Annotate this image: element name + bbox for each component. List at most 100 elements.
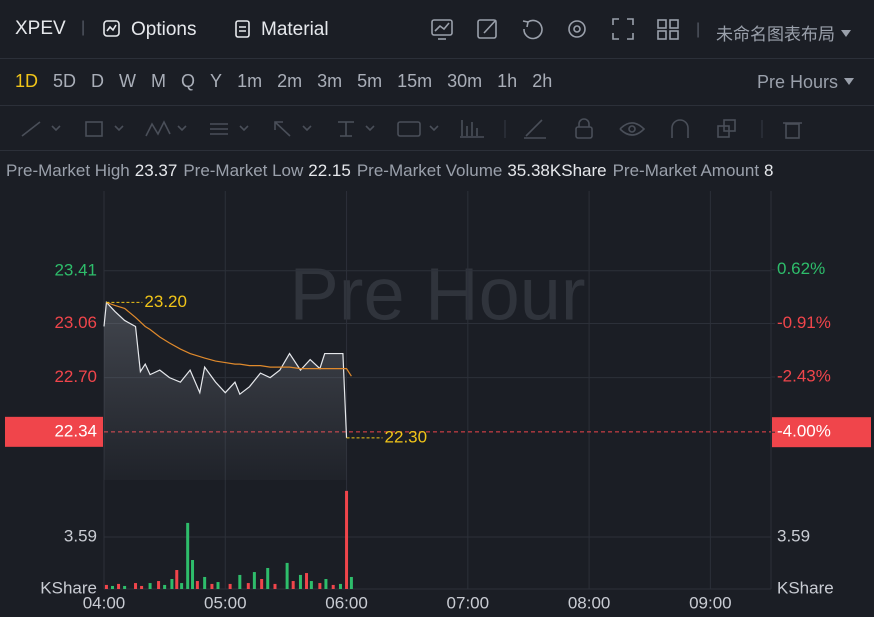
volume-tick-label: 3.59 (64, 526, 97, 545)
annotation-label: 23.20 (144, 292, 187, 311)
volume-bar (104, 584, 108, 589)
volume-bar (210, 583, 214, 589)
fib-tool[interactable] (210, 123, 249, 135)
symbol[interactable]: XPEV (15, 18, 66, 39)
timeframe[interactable]: 3m (317, 71, 343, 91)
annotation-label: 22.30 (385, 427, 428, 446)
delete-tool[interactable] (783, 122, 802, 139)
stat-value: 35.38KShare (507, 161, 607, 180)
y2-tick-label: 0.62% (777, 259, 825, 278)
eye-tool[interactable] (619, 122, 646, 136)
session-menu[interactable]: Pre Hours (757, 72, 855, 93)
volume-tick-label: KShare (40, 578, 97, 597)
x-tick-label: 09:00 (689, 593, 732, 612)
volume-bar (349, 576, 353, 589)
text-tool[interactable] (397, 121, 439, 137)
y-tick-label: 22.70 (54, 367, 97, 386)
rect-tool[interactable] (85, 121, 124, 137)
volume-bar (266, 567, 270, 589)
timeframe[interactable]: 2m (277, 71, 303, 91)
measure-tool[interactable] (338, 121, 375, 137)
volume-bar (110, 585, 114, 589)
stat-value: 22.15 (308, 161, 351, 180)
volume-bar (203, 576, 207, 589)
timeframes: 1D 5D D W M Q Y 1m 2m 3m 5m 15m 30m 1h 2h (15, 71, 552, 92)
caret (841, 30, 851, 37)
price-line (103, 301, 348, 438)
volume-bar (186, 522, 190, 589)
options-icon (103, 20, 120, 37)
x-tick-label: 04:00 (83, 593, 126, 612)
volume-bar (216, 582, 220, 589)
watermark: Pre Hour (289, 253, 585, 336)
y2-tick-label: -4.00% (777, 422, 831, 441)
timeframe[interactable]: 5D (53, 71, 77, 91)
volume-bar (195, 581, 199, 589)
pattern-tool[interactable] (145, 120, 187, 137)
timeframe[interactable]: D (91, 71, 105, 91)
layout-menu[interactable]: 未命名图表布局 (716, 20, 851, 45)
volume-bar (191, 560, 195, 589)
volume-bar (273, 583, 277, 589)
volume-bar (123, 585, 127, 589)
magnet-tool[interactable] (671, 119, 689, 138)
timeframe[interactable]: 1D (15, 71, 39, 91)
layout-name: 未命名图表布局 (716, 25, 835, 44)
options-button[interactable]: Options (131, 19, 197, 40)
arrow-tool[interactable] (274, 121, 312, 137)
price-tag (5, 416, 103, 447)
timeframe[interactable]: 15m (397, 71, 433, 91)
timeframe[interactable]: 5m (357, 71, 383, 91)
price-area (104, 302, 347, 480)
volume-bar (246, 583, 250, 589)
x-tick-label: 06:00 (325, 593, 368, 612)
material-button[interactable]: Material (261, 19, 329, 40)
separator: | (81, 19, 86, 36)
timeframe[interactable]: Y (210, 71, 223, 91)
session: Pre Hours (757, 72, 839, 92)
volume-bar (163, 584, 167, 589)
stat-label: Pre-Market Amount (612, 161, 760, 180)
brush-tool[interactable] (524, 119, 546, 139)
bars-tool[interactable] (460, 120, 484, 138)
separator: | (696, 21, 701, 38)
stats: Pre-Market High 23.37 Pre-Market Low 22.15 P… (6, 161, 780, 181)
y2-tick-label: -0.91% (777, 313, 831, 332)
timeframe[interactable]: 1m (237, 71, 263, 91)
volume-bar (175, 570, 179, 589)
clone-tool[interactable] (717, 119, 736, 138)
toolbar-icons (431, 18, 679, 40)
edit-icon[interactable] (477, 19, 497, 39)
line-tool[interactable] (21, 121, 61, 137)
volume-bar (298, 574, 302, 589)
x-tick-label: 05:00 (204, 593, 247, 612)
timeframe[interactable]: W (119, 71, 137, 91)
settings-icon[interactable] (568, 20, 586, 38)
stat-value: 23.37 (134, 161, 178, 180)
volume-bar (252, 572, 256, 589)
timeframe-bar: 1D 5D D W M Q Y 1m 2m 3m 5m 15m 30m 1h 2h Pre Hours (0, 59, 874, 106)
volume-bar (305, 573, 309, 589)
chart-icon[interactable] (431, 19, 453, 40)
volume-bar (157, 581, 161, 589)
volume-tick-label: KShare (777, 578, 834, 597)
timeframe[interactable]: Q (181, 71, 196, 91)
timeframe[interactable]: M (151, 71, 167, 91)
timeframe[interactable]: 1h (497, 71, 518, 91)
lock-tool[interactable] (575, 118, 593, 139)
fullscreen-icon[interactable] (612, 18, 634, 40)
volume-bar (291, 581, 295, 589)
caret (844, 78, 855, 85)
timeframe[interactable]: 2h (532, 71, 553, 91)
volume-bar (117, 583, 121, 589)
price-tag (772, 417, 871, 448)
volume-bar (140, 585, 144, 589)
timeframe[interactable]: 30m (447, 71, 483, 91)
refresh-icon[interactable] (522, 19, 543, 40)
layout-icon[interactable] (657, 19, 679, 40)
volume-bar (148, 583, 152, 589)
drawing-tools (0, 106, 874, 151)
volume-tick-label: 3.59 (777, 526, 810, 545)
x-tick-label: 07:00 (447, 593, 490, 612)
